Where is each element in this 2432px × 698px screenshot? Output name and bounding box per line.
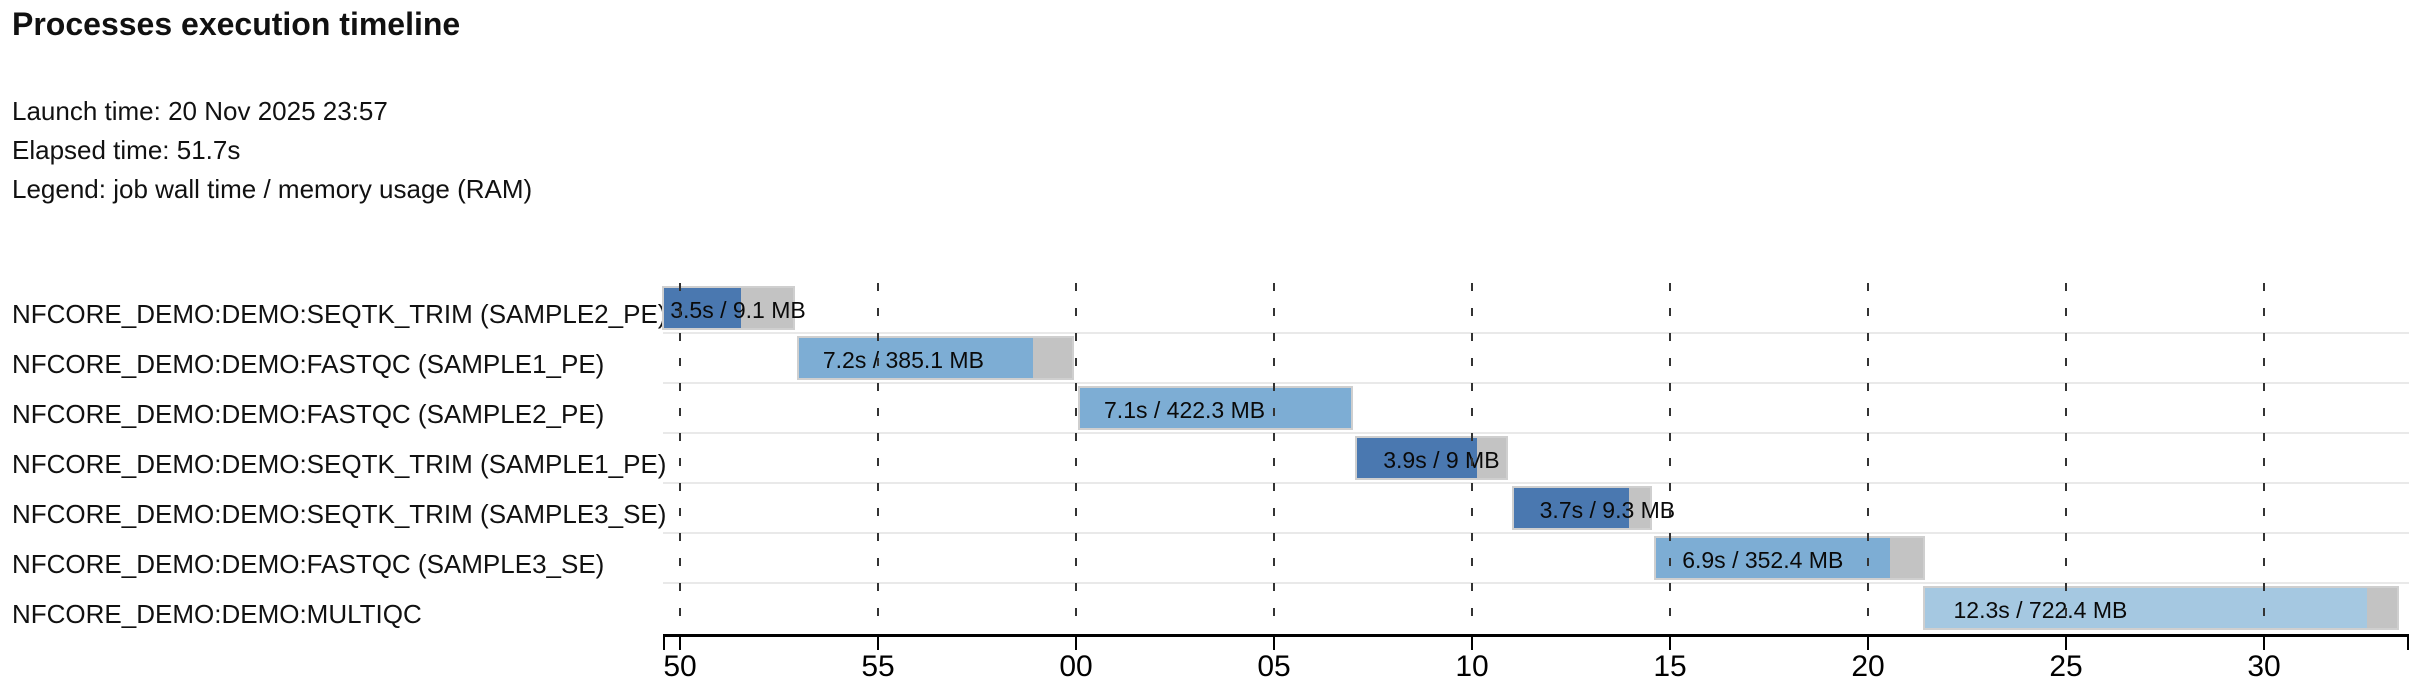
- task-bar-walltime: [798, 338, 1034, 378]
- task-bar-walltime: [1925, 588, 2368, 628]
- axis-tick-label: 10: [1455, 650, 1489, 683]
- row-separator: [663, 432, 2409, 434]
- task-bar-walltime: [1357, 438, 1477, 478]
- axis-tick-label: 50: [663, 650, 697, 683]
- legend-text: Legend: job wall time / memory usage (RA…: [12, 174, 533, 204]
- task-bar-label: 3.7s / 9.3 MB: [1539, 497, 1676, 523]
- axis-tick-label: 55: [861, 650, 895, 683]
- task-bar-walltime: [1513, 488, 1630, 528]
- task-bar-label: 7.2s / 385.1 MB: [822, 347, 984, 373]
- task-bar: 3.7s / 9.3 MB: [1511, 486, 1675, 530]
- axis-end-tick: [2407, 637, 2409, 650]
- axis-tick: [679, 637, 682, 650]
- axis-tick-label: 20: [1851, 650, 1885, 683]
- page-title: Processes execution timeline: [12, 6, 461, 42]
- axis-tick: [1273, 637, 1276, 650]
- task-bar: 6.9s / 352.4 MB: [1654, 536, 1926, 580]
- process-name-label: NFCORE_DEMO:DEMO:FASTQC (SAMPLE1_PE): [12, 349, 605, 379]
- task-bar-label: 3.5s / 9.1 MB: [670, 297, 806, 323]
- grid-line: [1075, 283, 1078, 633]
- grid-line: [1669, 283, 1672, 633]
- grid-line: [1867, 283, 1870, 633]
- row-separator: [663, 482, 2409, 484]
- axis-tick-label: 30: [2247, 650, 2281, 683]
- axis-tick-label: 25: [2049, 650, 2083, 683]
- grid-line: [877, 283, 880, 633]
- process-name-label: NFCORE_DEMO:DEMO:FASTQC (SAMPLE3_SE): [12, 549, 605, 579]
- process-name-label: NFCORE_DEMO:DEMO:SEQTK_TRIM (SAMPLE3_SE): [12, 499, 667, 529]
- axis-tick-label: 05: [1257, 650, 1291, 683]
- elapsed-time-text: Elapsed time: 51.7s: [12, 135, 241, 165]
- x-axis-line: [663, 634, 2409, 637]
- task-bar: 7.1s / 422.3 MB: [1078, 386, 1354, 430]
- task-bar: 12.3s / 722.4 MB: [1923, 586, 2399, 630]
- grid-line: [1273, 283, 1276, 633]
- task-bar-walltime: [664, 288, 742, 328]
- axis-tick: [2065, 637, 2068, 650]
- row-separator: [663, 332, 2409, 334]
- task-bar-walltime: [1656, 538, 1891, 578]
- task-bar-label: 3.9s / 9 MB: [1383, 447, 1500, 473]
- process-name-label: NFCORE_DEMO:DEMO:SEQTK_TRIM (SAMPLE2_PE): [12, 299, 667, 329]
- grid-line: [1471, 283, 1474, 633]
- task-bar: 3.5s / 9.1 MB: [662, 286, 806, 330]
- timeline-chart: 3.5s / 9.1 MB 7.2s / 385.1 MB 7.1s / 422.3…: [662, 283, 2409, 633]
- axis-tick: [1075, 637, 1078, 650]
- task-bar-label: 6.9s / 352.4 MB: [1682, 547, 1844, 573]
- task-bar-label: 12.3s / 722.4 MB: [1953, 597, 2128, 623]
- axis-tick: [1867, 637, 1870, 650]
- row-separator: [663, 382, 2409, 384]
- grid-line: [2065, 283, 2068, 633]
- axis-tick-label: 15: [1653, 650, 1687, 683]
- axis-end-tick: [663, 637, 665, 650]
- process-name-label: NFCORE_DEMO:DEMO:FASTQC (SAMPLE2_PE): [12, 399, 605, 429]
- row-separator: [663, 582, 2409, 584]
- task-bar-label: 7.1s / 422.3 MB: [1104, 397, 1266, 423]
- axis-tick-label: 00: [1059, 650, 1093, 683]
- axis-tick: [2263, 637, 2266, 650]
- axis-tick: [877, 637, 880, 650]
- axis-tick: [1669, 637, 1672, 650]
- launch-time-text: Launch time: 20 Nov 2025 23:57: [12, 96, 388, 126]
- process-name-label: NFCORE_DEMO:DEMO:MULTIQC: [12, 599, 422, 629]
- task-bar-walltime: [1080, 388, 1352, 428]
- row-separator: [663, 532, 2409, 534]
- task-bar: 7.2s / 385.1 MB: [796, 336, 1075, 380]
- grid-line: [2263, 283, 2266, 633]
- process-name-label: NFCORE_DEMO:DEMO:SEQTK_TRIM (SAMPLE1_PE): [12, 449, 667, 479]
- axis-tick: [1471, 637, 1474, 650]
- task-bar: 3.9s / 9 MB: [1355, 436, 1508, 480]
- grid-line: [679, 283, 682, 633]
